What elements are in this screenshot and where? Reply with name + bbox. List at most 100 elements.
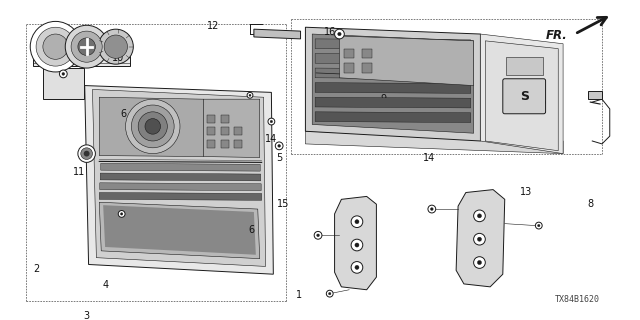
Circle shape bbox=[145, 119, 161, 134]
Polygon shape bbox=[204, 99, 260, 157]
FancyBboxPatch shape bbox=[234, 140, 242, 148]
Circle shape bbox=[268, 118, 275, 125]
Circle shape bbox=[104, 35, 127, 58]
Polygon shape bbox=[305, 27, 481, 141]
Polygon shape bbox=[339, 36, 474, 85]
Polygon shape bbox=[485, 41, 558, 151]
Polygon shape bbox=[84, 85, 273, 274]
Circle shape bbox=[78, 38, 95, 55]
Text: 14: 14 bbox=[423, 154, 435, 164]
Polygon shape bbox=[315, 112, 470, 123]
Polygon shape bbox=[305, 131, 563, 154]
Circle shape bbox=[474, 233, 485, 245]
Polygon shape bbox=[456, 190, 505, 287]
Circle shape bbox=[278, 145, 280, 147]
Circle shape bbox=[431, 208, 433, 211]
FancyBboxPatch shape bbox=[221, 127, 228, 135]
Polygon shape bbox=[312, 34, 474, 133]
Circle shape bbox=[477, 214, 481, 218]
Circle shape bbox=[314, 231, 322, 239]
Polygon shape bbox=[481, 34, 563, 154]
Polygon shape bbox=[103, 205, 256, 255]
Circle shape bbox=[326, 290, 333, 297]
Circle shape bbox=[477, 237, 481, 241]
Text: TX84B1620: TX84B1620 bbox=[555, 295, 600, 304]
Text: 14: 14 bbox=[265, 134, 278, 144]
Text: 7: 7 bbox=[463, 56, 469, 66]
FancyBboxPatch shape bbox=[33, 56, 131, 66]
Circle shape bbox=[270, 120, 273, 123]
Polygon shape bbox=[92, 90, 266, 267]
Text: 8: 8 bbox=[588, 199, 593, 209]
Text: 11: 11 bbox=[73, 167, 85, 177]
Circle shape bbox=[62, 73, 65, 75]
FancyBboxPatch shape bbox=[588, 92, 602, 99]
Text: 15: 15 bbox=[277, 199, 289, 209]
Text: 5: 5 bbox=[276, 153, 282, 163]
Circle shape bbox=[120, 213, 123, 215]
Circle shape bbox=[275, 142, 283, 150]
Polygon shape bbox=[99, 97, 204, 156]
Circle shape bbox=[118, 211, 125, 217]
Polygon shape bbox=[315, 97, 470, 108]
Text: 16: 16 bbox=[324, 27, 336, 37]
Circle shape bbox=[71, 31, 102, 62]
FancyBboxPatch shape bbox=[207, 115, 215, 123]
Circle shape bbox=[81, 148, 92, 159]
FancyBboxPatch shape bbox=[344, 63, 354, 73]
Text: 13: 13 bbox=[520, 187, 532, 196]
Circle shape bbox=[474, 257, 485, 268]
Polygon shape bbox=[99, 193, 262, 200]
Polygon shape bbox=[315, 68, 470, 79]
Circle shape bbox=[474, 210, 485, 222]
Polygon shape bbox=[315, 83, 470, 93]
Text: 3: 3 bbox=[84, 311, 90, 320]
FancyBboxPatch shape bbox=[221, 140, 228, 148]
Circle shape bbox=[538, 224, 540, 227]
FancyBboxPatch shape bbox=[207, 127, 215, 135]
FancyBboxPatch shape bbox=[362, 63, 372, 73]
Text: FR.: FR. bbox=[546, 29, 568, 43]
Circle shape bbox=[477, 260, 481, 265]
FancyBboxPatch shape bbox=[234, 127, 242, 135]
Circle shape bbox=[338, 32, 341, 36]
Circle shape bbox=[328, 292, 331, 295]
Circle shape bbox=[43, 34, 68, 59]
Circle shape bbox=[351, 216, 363, 228]
Circle shape bbox=[351, 239, 363, 251]
Text: 2: 2 bbox=[33, 264, 39, 274]
Circle shape bbox=[78, 145, 95, 162]
Circle shape bbox=[30, 21, 81, 72]
FancyBboxPatch shape bbox=[344, 49, 354, 58]
Text: 12: 12 bbox=[207, 21, 220, 31]
Polygon shape bbox=[315, 53, 470, 64]
Circle shape bbox=[249, 94, 251, 96]
Circle shape bbox=[428, 205, 436, 213]
Circle shape bbox=[247, 92, 253, 98]
Polygon shape bbox=[254, 29, 301, 39]
Text: 1: 1 bbox=[296, 290, 301, 300]
Circle shape bbox=[36, 27, 75, 66]
Circle shape bbox=[355, 243, 359, 247]
FancyBboxPatch shape bbox=[43, 68, 84, 99]
Circle shape bbox=[536, 222, 542, 229]
Circle shape bbox=[65, 25, 108, 68]
FancyBboxPatch shape bbox=[503, 79, 545, 114]
Text: 4: 4 bbox=[103, 280, 109, 290]
Text: S: S bbox=[520, 90, 529, 103]
Circle shape bbox=[60, 70, 67, 78]
Circle shape bbox=[84, 151, 90, 156]
FancyBboxPatch shape bbox=[221, 115, 228, 123]
Polygon shape bbox=[100, 183, 261, 191]
Polygon shape bbox=[100, 173, 260, 181]
Circle shape bbox=[355, 265, 359, 269]
Polygon shape bbox=[99, 202, 260, 259]
Polygon shape bbox=[315, 39, 470, 50]
Text: 6: 6 bbox=[120, 109, 127, 119]
Circle shape bbox=[351, 261, 363, 273]
Text: 6: 6 bbox=[249, 226, 255, 236]
Text: 9: 9 bbox=[380, 94, 387, 104]
Polygon shape bbox=[335, 196, 376, 290]
FancyBboxPatch shape bbox=[207, 140, 215, 148]
Circle shape bbox=[99, 29, 133, 64]
